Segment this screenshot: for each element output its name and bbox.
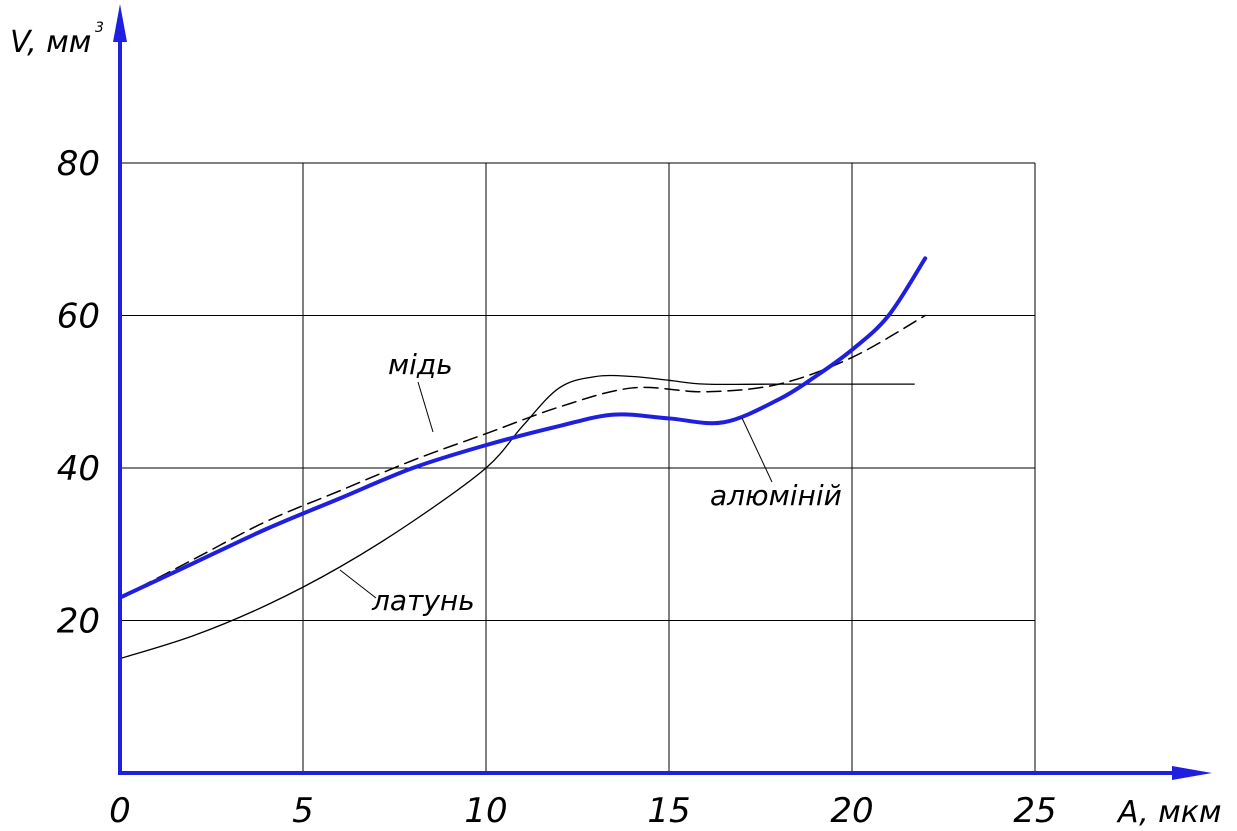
series-annotations: мідь алюміній латунь — [339, 348, 842, 617]
y-tick-label: 60 — [57, 297, 100, 337]
x-axis-arrowhead — [1172, 766, 1212, 780]
axes — [113, 4, 1212, 780]
y-axis-label-superscript: 3 — [95, 20, 104, 36]
series-line-copper — [119, 314, 926, 599]
y-tick-label: 80 — [57, 144, 100, 184]
x-tick-label: 0 — [109, 791, 131, 831]
x-axis-label: A, мкм — [1116, 795, 1222, 830]
y-tick-label: 20 — [57, 602, 100, 642]
x-tick-label: 20 — [830, 791, 873, 831]
series-label-copper: мідь — [388, 348, 453, 381]
leader-line-aluminium — [741, 417, 773, 483]
x-tick-label: 25 — [1013, 791, 1056, 831]
axis-labels: V, мм 3 A, мкм — [10, 20, 1222, 830]
x-tick-label: 5 — [292, 791, 314, 831]
leader-line-brass — [339, 569, 377, 599]
series-label-aluminium: алюміній — [710, 479, 842, 512]
series-line-brass — [119, 374, 915, 660]
series-line-aluminium — [118, 256, 928, 600]
x-tick-label: 10 — [464, 791, 507, 831]
y-tick-label: 40 — [57, 449, 100, 489]
y-axis-arrowhead — [113, 4, 127, 42]
grid — [120, 162, 1036, 773]
y-axis-label: V, мм — [10, 25, 91, 60]
leader-line-copper — [417, 381, 434, 433]
series-label-brass: латунь — [371, 584, 475, 617]
x-tick-label: 15 — [647, 791, 690, 831]
series-group — [118, 256, 928, 660]
tick-labels: 0 5 10 15 20 25 20 40 60 80 — [57, 144, 1057, 831]
